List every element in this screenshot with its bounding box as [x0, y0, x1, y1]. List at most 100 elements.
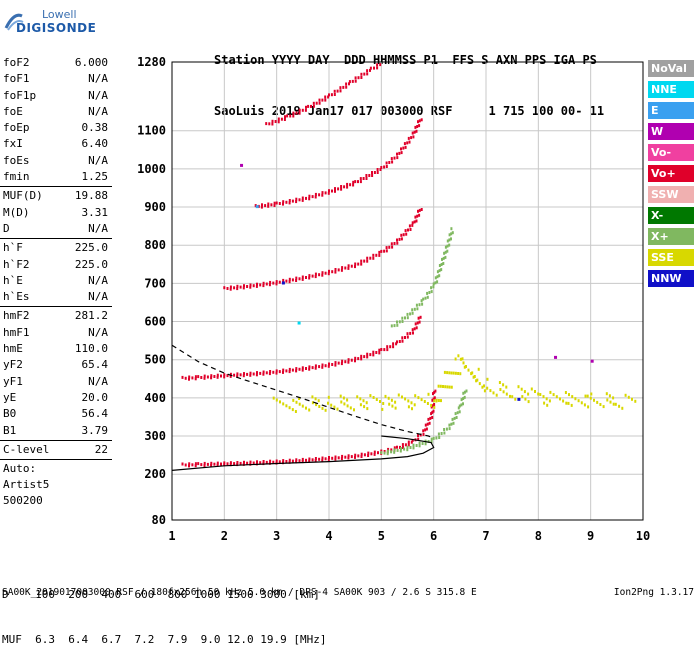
trace-point — [411, 407, 413, 411]
trace-point — [279, 400, 281, 404]
trace-point — [473, 375, 476, 378]
trace-point — [310, 104, 312, 108]
trace-point — [334, 363, 337, 367]
trace-point — [393, 446, 396, 450]
trace-point — [444, 385, 447, 389]
trace-point — [249, 285, 252, 289]
trace-point — [372, 396, 375, 399]
trace-point — [269, 370, 272, 373]
trace-point — [229, 374, 232, 378]
trace-point — [448, 238, 451, 242]
trace-point — [236, 284, 239, 288]
trace-point — [366, 256, 369, 260]
trace-point — [438, 269, 441, 273]
trace-point — [372, 350, 375, 354]
trace-point — [277, 120, 280, 124]
trace-point — [366, 259, 369, 263]
trace-point — [624, 393, 627, 397]
param-value: 3.79 — [81, 423, 109, 437]
trace-point — [357, 454, 360, 458]
trace-point — [354, 79, 357, 83]
legend-item: Vo- — [648, 144, 694, 161]
trace-point — [412, 135, 415, 139]
trace-point — [324, 457, 327, 461]
trace-point — [420, 118, 423, 122]
trace-point — [483, 384, 485, 388]
trace-point — [426, 422, 429, 426]
trace-point — [356, 395, 359, 399]
autoscaling-info: 500200 — [3, 494, 43, 508]
param-label: foF2 — [3, 56, 30, 69]
trace-point — [422, 432, 425, 436]
param-value: N/A — [88, 104, 108, 118]
trace-point — [311, 458, 314, 462]
trace-point — [259, 371, 262, 375]
trace-point — [385, 165, 388, 168]
trace-point — [347, 264, 350, 268]
trace-point — [407, 399, 410, 403]
param-label: h`F — [3, 241, 23, 255]
y-tick-label: 80 — [152, 513, 166, 527]
trace-group — [380, 389, 468, 456]
y-tick-label: 600 — [144, 315, 166, 329]
param-row: yF1 N/A — [0, 374, 112, 390]
muf-value-row: MUF 6.3 6.4 6.7 7.2 7.9 9.0 12.0 19.9 [M… — [2, 633, 327, 646]
trace-point — [396, 152, 398, 156]
trace-point — [412, 446, 415, 450]
trace-point — [210, 376, 213, 380]
trace-point — [262, 460, 265, 463]
trace-point — [295, 200, 298, 204]
trace-point — [333, 89, 336, 93]
trace-point — [372, 256, 375, 260]
trace-point — [333, 405, 336, 409]
param-label: yE — [3, 390, 17, 404]
param-value: 110.0 — [74, 342, 108, 356]
trace-point — [360, 354, 363, 358]
trace-point — [383, 165, 386, 169]
trace-point — [259, 283, 262, 287]
trace-point — [286, 114, 289, 118]
trace-point — [378, 351, 381, 355]
trace-point — [308, 408, 311, 412]
trace-point — [188, 462, 191, 466]
trace-point — [308, 365, 311, 369]
trace-point — [301, 460, 304, 464]
trace-point — [392, 342, 395, 346]
trace-point — [350, 264, 353, 268]
trace-point — [243, 372, 245, 376]
trace-point — [271, 122, 274, 126]
trace-point — [436, 275, 439, 279]
trace-point — [413, 307, 416, 311]
trace-point — [318, 365, 321, 369]
legend-item: E — [648, 102, 694, 119]
param-label: foEp — [3, 121, 30, 135]
trace-point — [288, 458, 291, 462]
trace-point — [443, 251, 446, 255]
trace-point — [432, 436, 435, 440]
x-tick-label: 9 — [587, 529, 594, 543]
trace-point — [331, 363, 334, 366]
param-value: 3.31 — [81, 205, 109, 219]
trace-point — [614, 402, 617, 406]
param-label: h`E — [3, 273, 23, 287]
trace-point — [552, 393, 555, 397]
trace-point — [470, 372, 473, 376]
trace-point — [318, 98, 321, 102]
trace-point — [618, 404, 621, 408]
trace-point — [294, 410, 297, 413]
trace-point — [255, 205, 259, 209]
trace-point — [452, 371, 455, 375]
trace-point — [233, 373, 236, 377]
trace-point — [236, 372, 239, 376]
trace-point — [305, 367, 307, 370]
trace-point — [440, 399, 442, 403]
param-value: N/A — [88, 325, 108, 339]
trace-point — [324, 191, 327, 195]
trace-point — [521, 395, 524, 399]
legend-item: NNE — [648, 81, 694, 98]
param-row: C-level 22 — [0, 442, 112, 458]
trace-point — [430, 286, 433, 290]
trace-point — [357, 76, 360, 80]
trace-point — [349, 183, 352, 187]
trace-point — [229, 285, 232, 289]
